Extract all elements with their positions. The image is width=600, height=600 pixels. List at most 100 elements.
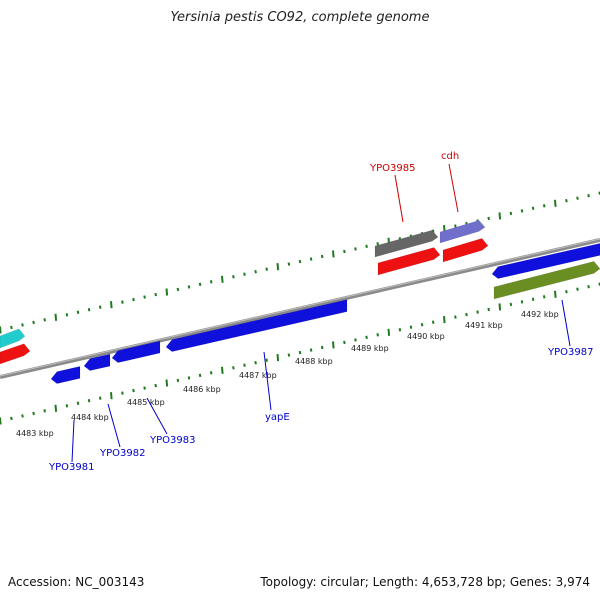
lower-minor-tick [398,328,402,332]
upper-minor-tick [265,267,268,271]
lower-minor-tick [531,297,535,302]
lower-minor-tick [298,350,302,355]
upper-minor-tick [320,254,324,259]
lower-minor-tick [232,366,235,370]
upper-minor-tick [343,249,346,254]
lower-major-tick [276,354,280,362]
lower-minor-tick [265,358,268,362]
accession-text: Accession: NC_003143 [8,575,145,589]
upper-minor-tick [232,275,235,279]
lower-major-tick [110,392,113,400]
genome-backbone-highlight [0,238,600,377]
upper-major-tick [165,288,169,296]
upper-minor-tick [21,323,24,327]
gene-label-leader [448,163,459,213]
upper-minor-tick [487,216,490,221]
lower-minor-tick [476,310,479,314]
gene-blue-right [491,243,600,279]
gene-cdh-lavender [439,220,486,244]
scale-label: 4488 kbp [295,357,333,366]
scale-label: 4491 kbp [465,321,503,330]
lower-major-tick [387,328,391,336]
upper-minor-tick [143,295,146,299]
gene-label-leader [561,299,571,347]
upper-minor-tick [565,199,568,203]
lower-minor-tick [121,391,124,395]
gene-blue-yape [165,299,348,352]
scale-label: 4492 kbp [521,310,559,319]
upper-minor-tick [132,297,135,302]
scale-label: 4490 kbp [407,332,445,341]
gene-label: yapE [265,412,290,423]
lower-major-tick [165,379,169,387]
lower-minor-tick [487,307,490,312]
scale-label: 4489 kbp [351,344,389,353]
scale-label: 4484 kbp [71,413,109,422]
lower-minor-tick [76,401,80,405]
lower-minor-tick [454,315,457,319]
lower-minor-tick [587,284,590,289]
gene-labels: YPO3981 YPO3982 YPO3983 yapE YPO3985 cdh YPO39… [48,151,593,473]
lower-minor-tick [65,404,69,408]
lower-minor-tick [354,338,357,342]
scale-label: 4485 kbp [127,398,165,407]
gene-label-leader [263,351,272,411]
upper-minor-tick [376,242,379,246]
upper-minor-tick [454,224,457,228]
lower-minor-tick [542,295,546,299]
scale-label: 4487 kbp [239,371,277,380]
genome-backbone [0,238,600,379]
upper-major-tick [54,313,58,321]
upper-major-tick [554,199,557,207]
upper-minor-tick [509,211,513,216]
upper-major-tick [221,275,224,283]
map-title: Yersinia pestis CO92, complete genome [170,10,430,25]
lower-minor-tick [32,411,35,416]
upper-major-tick [498,212,502,220]
upper-minor-tick [154,292,157,297]
lower-minor-tick [198,373,202,378]
gene-gray [374,229,439,258]
gene-label: YPO3981 [48,462,94,473]
gene-blue-3 [111,340,161,363]
lower-minor-tick [87,399,91,403]
lower-minor-tick [187,376,191,380]
upper-minor-tick [87,308,91,312]
upper-minor-tick [365,244,368,249]
upper-minor-tick [32,320,35,325]
upper-major-tick [110,301,113,309]
lower-minor-tick [176,378,180,383]
upper-minor-tick [98,305,102,309]
upper-minor-tick [43,318,46,322]
scale-labels: 4483 kbp 4484 kbp 4485 kbp 4486 kbp 4487 kbp… [16,310,559,438]
lower-major-tick [0,417,2,425]
lower-minor-tick [565,290,568,294]
lower-minor-tick [143,386,146,390]
upper-major-tick [0,326,2,334]
upper-minor-tick [76,310,80,314]
gene-label-leader [71,419,75,463]
upper-tick-track [0,191,600,334]
upper-minor-tick [298,259,302,264]
gene-label: YPO3985 [369,163,415,174]
upper-major-tick [332,250,335,258]
gene-label-leader [394,174,404,223]
upper-minor-tick [542,204,546,208]
lower-minor-tick [132,388,135,393]
lower-minor-tick [576,287,579,291]
gene-label: YPO3987 [547,347,593,358]
lower-minor-tick [376,333,379,337]
lower-major-tick [221,366,224,374]
upper-minor-tick [187,285,191,289]
lower-minor-tick [520,300,524,304]
lower-minor-tick [10,416,13,421]
lower-minor-tick [465,312,468,317]
topology-text: Topology: circular; Length: 4,653,728 bp… [260,575,590,589]
gene-features [0,220,600,384]
gene-label-leader [146,397,168,435]
gene-label: YPO3982 [99,448,145,459]
upper-minor-tick [65,313,69,317]
lower-major-tick [332,341,335,349]
lower-tick-track [0,282,600,425]
